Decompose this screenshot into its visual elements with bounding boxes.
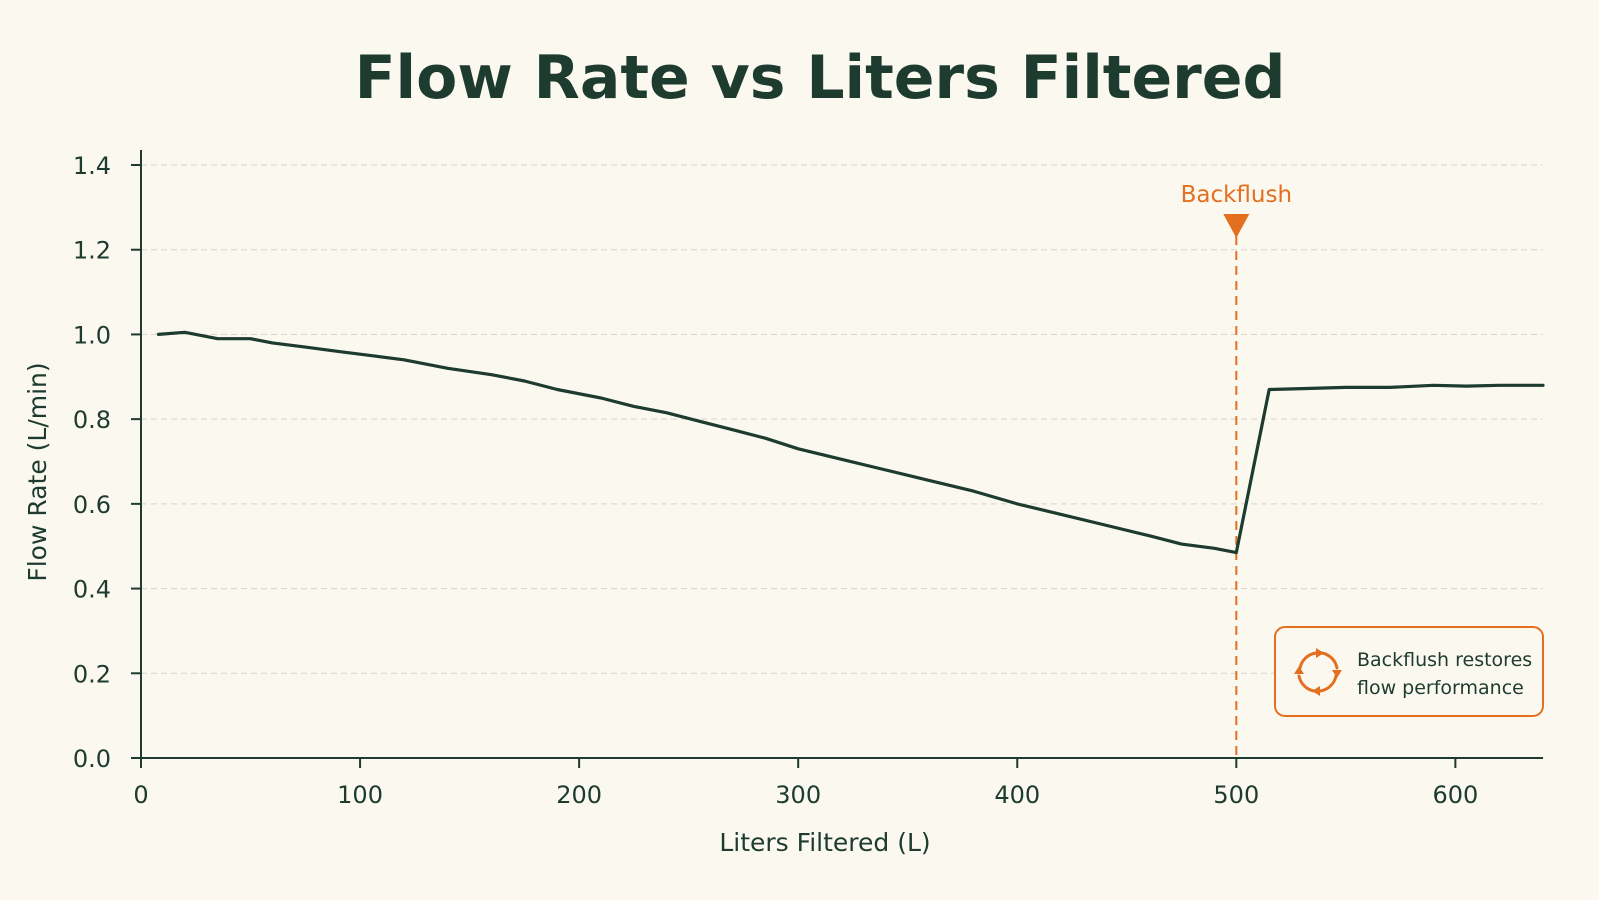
y-tick-label: 0.4 bbox=[73, 576, 111, 604]
y-tick-label: 0.8 bbox=[73, 406, 111, 434]
x-tick-label: 200 bbox=[556, 781, 602, 809]
x-tick-label: 400 bbox=[994, 781, 1040, 809]
x-tick-label: 0 bbox=[133, 781, 148, 809]
y-tick-label: 0.2 bbox=[73, 660, 111, 688]
y-axis-label: Flow Rate (L/min) bbox=[23, 362, 52, 581]
x-tick-label: 100 bbox=[337, 781, 383, 809]
backflush-annotation: Backflush bbox=[1181, 182, 1292, 758]
backflush-marker-arrow bbox=[1223, 214, 1250, 238]
callout-line-1: Backflush restores bbox=[1357, 649, 1532, 671]
gridlines bbox=[141, 164, 1543, 674]
flow-rate-series-line bbox=[156, 330, 1545, 555]
y-tick-label: 1.2 bbox=[73, 237, 111, 265]
y-tick-label: 0.6 bbox=[73, 491, 111, 519]
y-tick-label: 0.0 bbox=[73, 745, 111, 773]
x-tick-label: 500 bbox=[1213, 781, 1259, 809]
x-tick-label: 300 bbox=[775, 781, 821, 809]
refresh-cycle-icon bbox=[1294, 648, 1342, 696]
y-axis-ticks: 0.0 0.2 0.4 0.6 0.8 1.0 1.2 1.4 bbox=[73, 152, 141, 773]
y-tick-label: 1.0 bbox=[73, 321, 111, 349]
callout-box: Backflush restores flow performance bbox=[1274, 626, 1544, 717]
y-tick-label: 1.4 bbox=[73, 152, 111, 180]
backflush-label: Backflush bbox=[1181, 182, 1292, 208]
x-axis-label: Liters Filtered (L) bbox=[719, 828, 930, 857]
callout-line-2: flow performance bbox=[1357, 677, 1524, 699]
x-tick-label: 600 bbox=[1432, 781, 1478, 809]
chart-title: Flow Rate vs Liters Filtered bbox=[355, 43, 1286, 113]
callout-border bbox=[1274, 626, 1544, 717]
x-axis-ticks: 0 100 200 300 400 500 600 bbox=[133, 758, 1478, 809]
